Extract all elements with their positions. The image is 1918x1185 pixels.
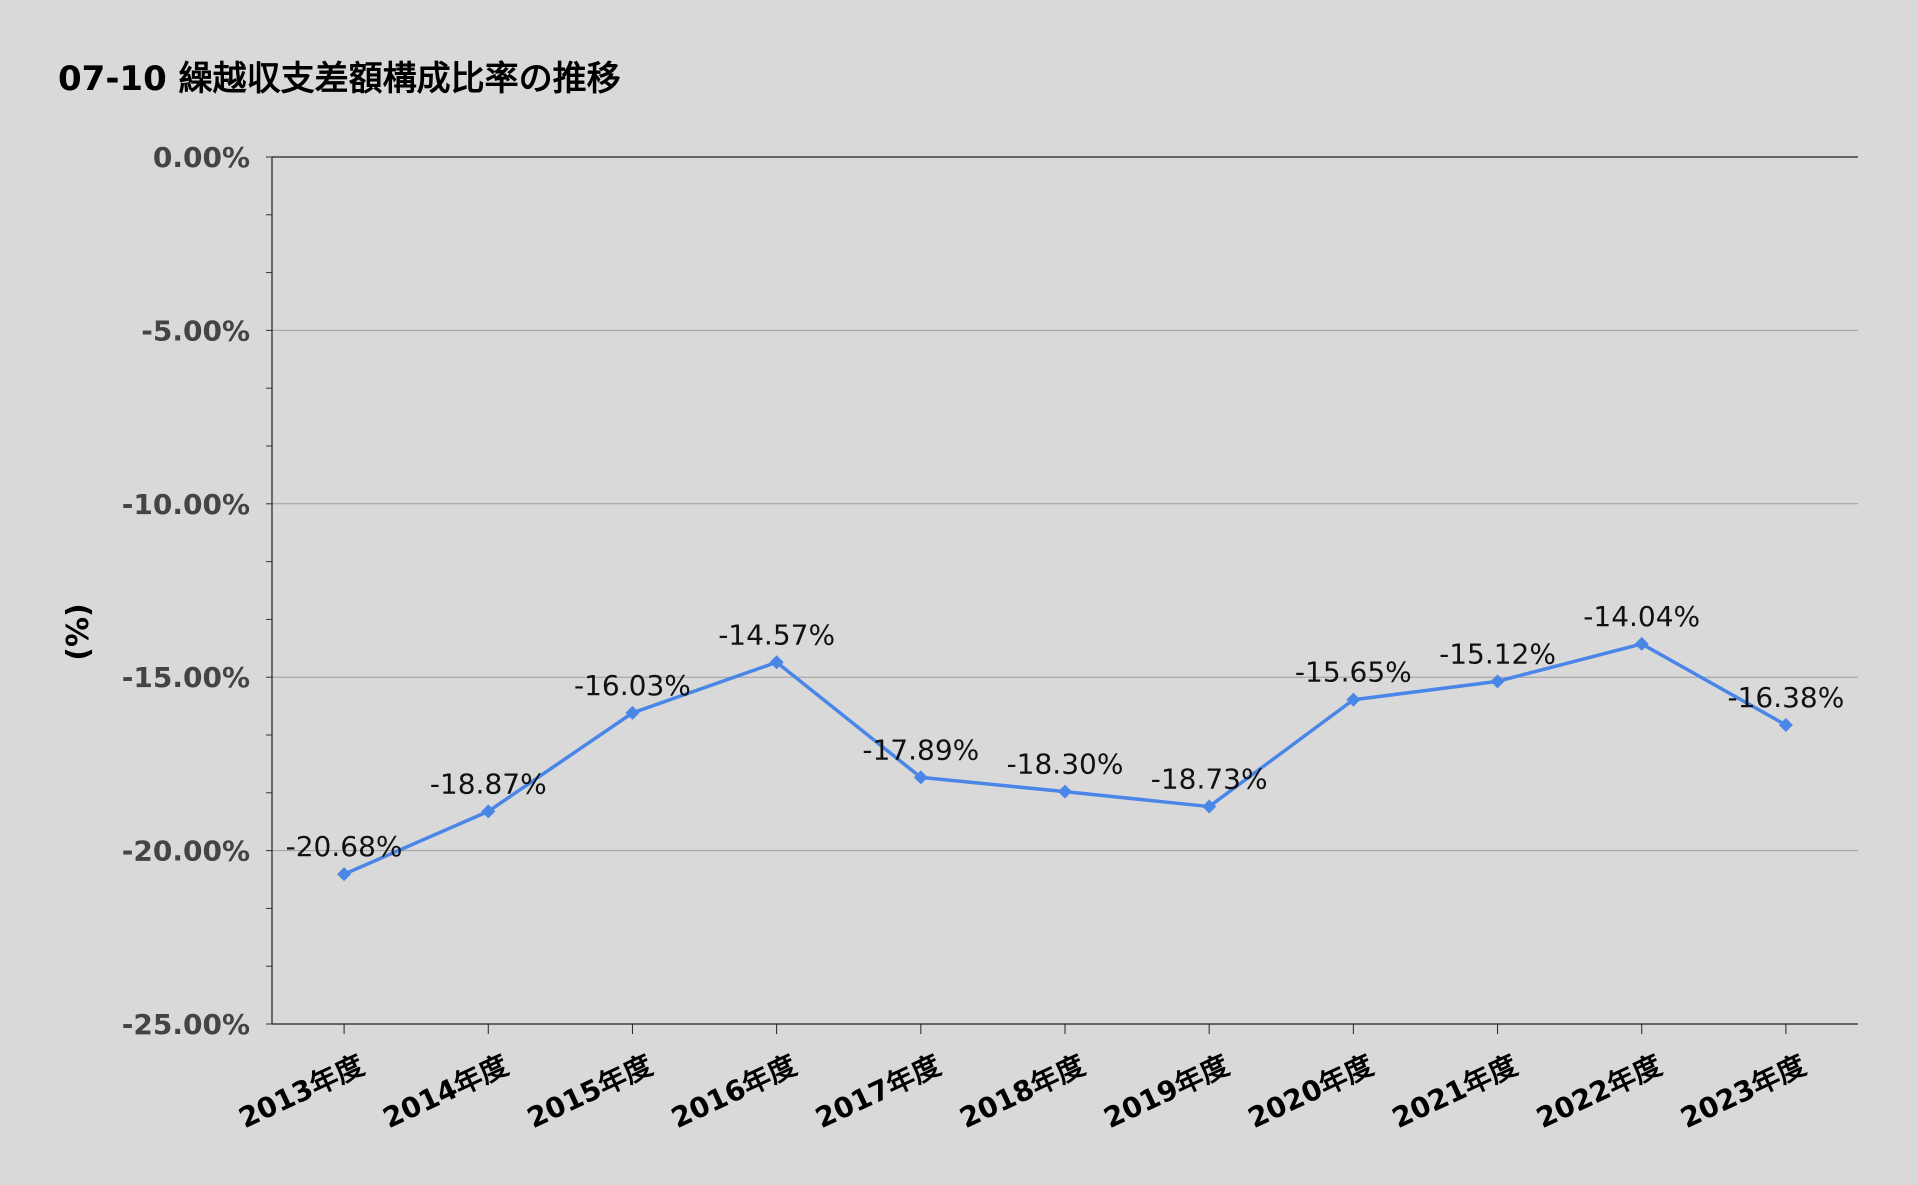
data-point-marker: [1346, 692, 1361, 707]
y-tick-label: -5.00%: [141, 314, 250, 347]
data-labels: -20.68% -18.87% -16.03% -14.57% -17.89% -18.3…: [286, 600, 1845, 863]
x-tick-label: 2017年度: [810, 1048, 945, 1135]
data-point-marker: [625, 705, 640, 720]
x-tick-label: 2014年度: [378, 1048, 513, 1135]
data-label: -14.04%: [1583, 600, 1700, 633]
y-axis-label: (%): [61, 603, 96, 660]
y-tick-label: 0.00%: [153, 141, 250, 174]
data-point-marker: [913, 770, 928, 785]
x-tick-label: 2022年度: [1531, 1048, 1666, 1135]
x-tick-label: 2016年度: [666, 1048, 801, 1135]
data-point-marker: [1058, 784, 1072, 799]
data-label: -16.38%: [1727, 681, 1844, 714]
data-label: -15.65%: [1295, 656, 1412, 689]
x-tick-label: 2015年度: [522, 1048, 657, 1135]
data-label: -17.89%: [862, 733, 979, 766]
y-tick-label: -10.00%: [122, 488, 250, 521]
y-tick-labels: 0.00% -5.00% -10.00% -15.00% -20.00% -25.00%: [122, 141, 250, 1041]
grid-lines: [272, 329, 1858, 852]
chart-title: 07-10 繰越収支差額構成比率の推移: [58, 59, 621, 99]
x-tick-label: 2019年度: [1099, 1048, 1234, 1135]
data-label: -18.87%: [430, 767, 547, 800]
data-point-marker: [1202, 799, 1217, 814]
data-label: -16.03%: [574, 669, 691, 702]
data-point-marker: [1634, 636, 1649, 651]
data-label: -20.68%: [286, 830, 403, 863]
data-label: -18.30%: [1007, 748, 1124, 781]
y-tick-label: -15.00%: [122, 661, 250, 694]
data-label: -18.73%: [1151, 763, 1268, 796]
y-tick-label: -20.00%: [122, 835, 250, 868]
x-tick-labels: 2013年度 2014年度 2015年度 2016年度 2017年度 2018年度 2019…: [234, 1048, 1811, 1135]
y-tick-label: -25.00%: [122, 1008, 250, 1041]
data-point-marker: [1778, 718, 1793, 733]
data-point-marker: [1490, 674, 1505, 689]
data-point-marker: [769, 655, 784, 670]
series-markers: [337, 636, 1793, 882]
x-tick-label: 2021年度: [1387, 1048, 1522, 1135]
data-label: -14.57%: [718, 618, 835, 651]
x-tick-label: 2023年度: [1676, 1048, 1811, 1135]
data-label: -15.12%: [1439, 637, 1556, 670]
data-point-marker: [481, 804, 496, 819]
x-tick-label: 2013年度: [234, 1048, 369, 1135]
x-tick-label: 2020年度: [1243, 1048, 1378, 1135]
x-tick-label: 2018年度: [955, 1048, 1090, 1135]
data-point-marker: [337, 867, 352, 882]
axes: [266, 156, 1858, 1034]
